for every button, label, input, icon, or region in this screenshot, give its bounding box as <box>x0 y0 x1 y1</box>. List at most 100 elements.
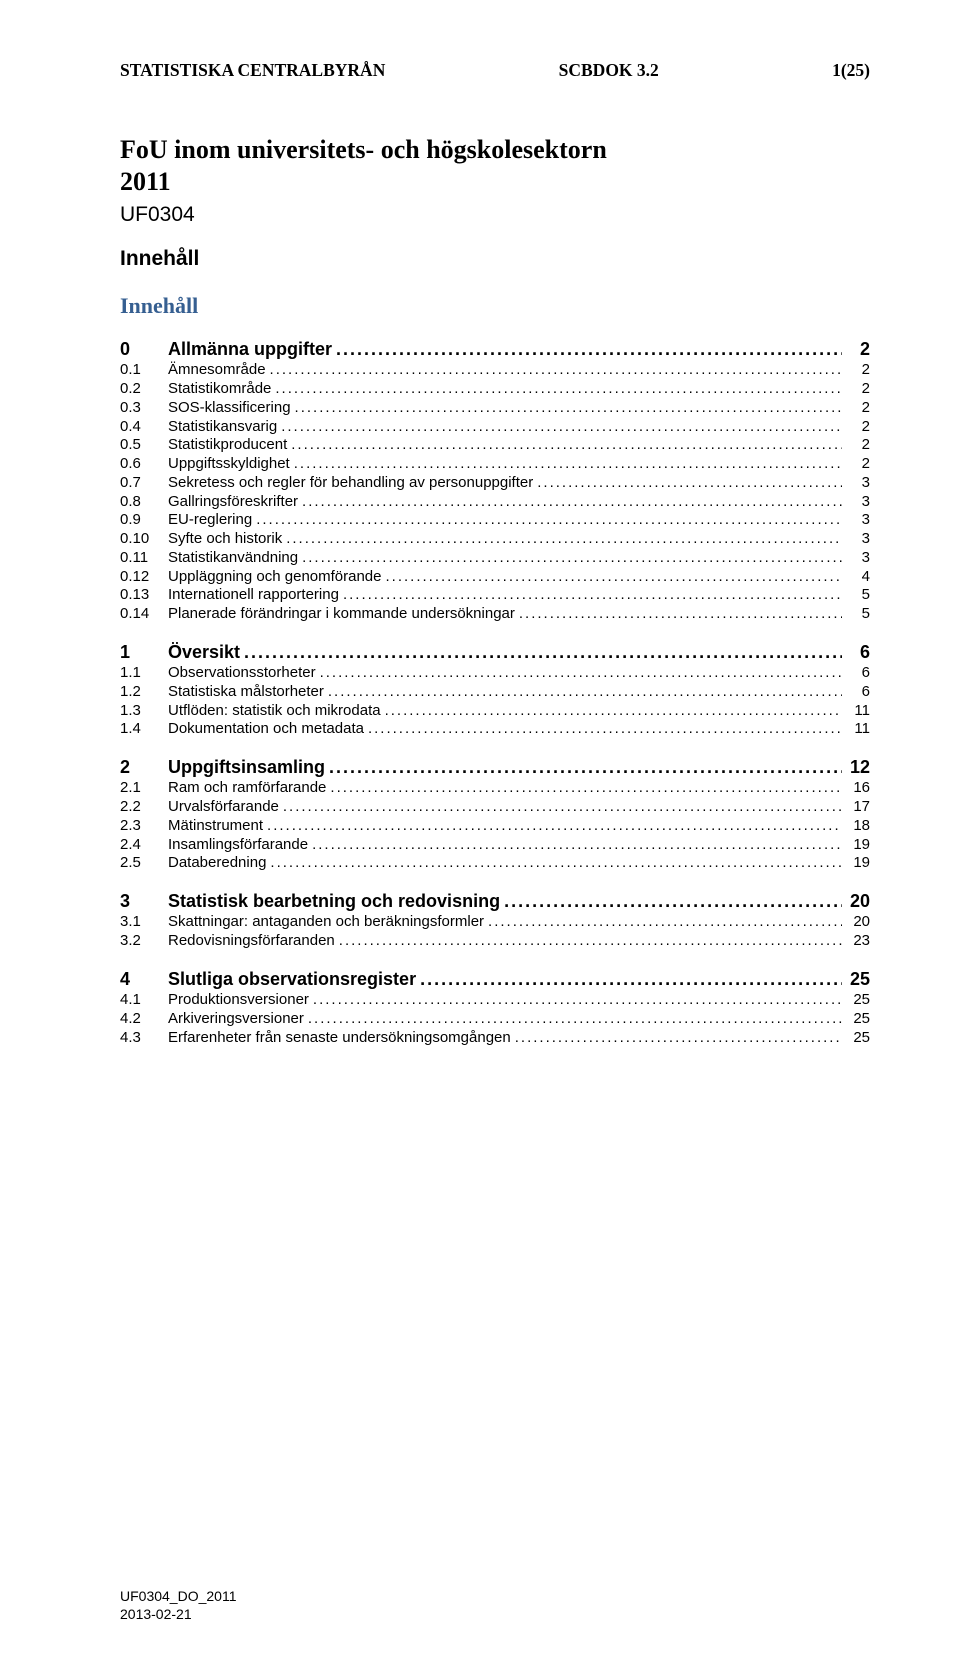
toc-entry-label: Utflöden: statistik och mikrodata <box>168 702 381 721</box>
toc-leader-dots: ........................................… <box>339 932 842 951</box>
toc-leader-dots: ........................................… <box>281 418 842 437</box>
toc-entry-page: 19 <box>846 836 870 855</box>
toc-entry-label: SOS-klassificering <box>168 399 291 418</box>
toc-leader-dots: ........................................… <box>328 683 842 702</box>
toc-leader-dots: ........................................… <box>488 913 842 932</box>
toc-entry-page: 16 <box>846 779 870 798</box>
toc-leader-dots: ........................................… <box>385 702 842 721</box>
toc-entry-number: 0.12 <box>120 568 168 587</box>
toc-entry-number: 2.3 <box>120 817 168 836</box>
toc-entry: 0.11Statistikanvändning.................… <box>120 549 870 568</box>
toc-entry-label: Statistisk bearbetning och redovisning <box>168 889 500 913</box>
toc-entry: 2.1Ram och ramförfarande................… <box>120 779 870 798</box>
toc-entry-label: Ämnesområde <box>168 361 266 380</box>
toc-entry-page: 20 <box>846 889 870 913</box>
toc-entry: 1.3Utflöden: statistik och mikrodata....… <box>120 702 870 721</box>
toc-entry: 2.5Databeredning........................… <box>120 854 870 873</box>
toc-entry: 0Allmänna uppgifter.....................… <box>120 337 870 361</box>
toc-leader-dots: ........................................… <box>275 380 842 399</box>
toc-entry: 0.9EU-reglering.........................… <box>120 511 870 530</box>
toc-entry: 2.3Mätinstrument........................… <box>120 817 870 836</box>
toc-entry: 0.7Sekretess och regler för behandling a… <box>120 474 870 493</box>
toc-entry-label: Redovisningsförfaranden <box>168 932 335 951</box>
toc-entry-page: 20 <box>846 913 870 932</box>
toc-entry-label: Dokumentation och metadata <box>168 720 364 739</box>
toc-leader-dots: ........................................… <box>313 991 842 1010</box>
toc-entry: 3.2Redovisningsförfaranden..............… <box>120 932 870 951</box>
toc-entry-page: 23 <box>846 932 870 951</box>
toc-entry-label: Översikt <box>168 640 240 664</box>
toc-entry: 4Slutliga observationsregister..........… <box>120 967 870 991</box>
toc-entry-number: 0.10 <box>120 530 168 549</box>
toc-entry: 4.3Erfarenheter från senaste undersöknin… <box>120 1029 870 1048</box>
toc-entry: 3Statistisk bearbetning och redovisning.… <box>120 889 870 913</box>
toc-entry-page: 2 <box>846 455 870 474</box>
toc-entry-page: 2 <box>846 436 870 455</box>
toc-entry-page: 19 <box>846 854 870 873</box>
toc-entry-number: 4.1 <box>120 991 168 1010</box>
toc-leader-dots: ........................................… <box>420 967 842 991</box>
toc-entry-number: 0.1 <box>120 361 168 380</box>
toc-entry-page: 3 <box>846 474 870 493</box>
section-label: Innehåll <box>120 247 870 271</box>
toc-entry-label: Statistiska målstorheter <box>168 683 324 702</box>
toc-entry-number: 0.5 <box>120 436 168 455</box>
toc-entry: 1Översikt...............................… <box>120 640 870 664</box>
toc-entry-number: 3.2 <box>120 932 168 951</box>
toc-leader-dots: ........................................… <box>291 436 842 455</box>
toc-entry-number: 2.4 <box>120 836 168 855</box>
footer-doc-id: UF0304_DO_2011 <box>120 1588 236 1606</box>
toc-entry-page: 2 <box>846 380 870 399</box>
toc-entry-label: Uppgiftsinsamling <box>168 755 325 779</box>
toc-entry-number: 4.2 <box>120 1010 168 1029</box>
toc-entry-number: 0 <box>120 337 168 361</box>
toc-leader-dots: ........................................… <box>294 455 842 474</box>
toc-entry-label: Databeredning <box>168 854 266 873</box>
toc-entry-page: 2 <box>846 418 870 437</box>
toc-entry-number: 1 <box>120 640 168 664</box>
header-center: SCBDOK 3.2 <box>559 60 659 81</box>
toc-entry: 0.13Internationell rapportering.........… <box>120 586 870 605</box>
toc-entry-number: 2.1 <box>120 779 168 798</box>
toc-entry: 2Uppgiftsinsamling......................… <box>120 755 870 779</box>
toc-entry-number: 0.13 <box>120 586 168 605</box>
toc-entry-label: Urvalsförfarande <box>168 798 279 817</box>
toc-entry-number: 1.2 <box>120 683 168 702</box>
toc-leader-dots: ........................................… <box>343 586 842 605</box>
toc-entry-number: 0.3 <box>120 399 168 418</box>
toc-leader-dots: ........................................… <box>537 474 842 493</box>
toc-leader-dots: ........................................… <box>329 755 842 779</box>
toc-entry-label: Erfarenheter från senaste undersökningso… <box>168 1029 511 1048</box>
toc-entry-page: 18 <box>846 817 870 836</box>
toc-entry-number: 3 <box>120 889 168 913</box>
toc-entry-page: 2 <box>846 399 870 418</box>
toc-entry-page: 5 <box>846 605 870 624</box>
page-footer: UF0304_DO_2011 2013-02-21 <box>120 1588 236 1623</box>
toc-entry-page: 3 <box>846 530 870 549</box>
toc-entry-number: 0.9 <box>120 511 168 530</box>
toc-leader-dots: ........................................… <box>515 1029 842 1048</box>
toc-entry: 0.10Syfte och historik..................… <box>120 530 870 549</box>
toc-entry-label: Ram och ramförfarande <box>168 779 326 798</box>
toc-leader-dots: ........................................… <box>308 1010 842 1029</box>
toc-heading: Innehåll <box>120 293 870 319</box>
toc-entry: 1.4Dokumentation och metadata...........… <box>120 720 870 739</box>
toc-entry: 3.1Skattningar: antaganden och beräkning… <box>120 913 870 932</box>
toc-entry-label: Arkiveringsversioner <box>168 1010 304 1029</box>
toc-entry-label: Uppgiftsskyldighet <box>168 455 290 474</box>
toc-entry-number: 1.4 <box>120 720 168 739</box>
toc-leader-dots: ........................................… <box>270 854 842 873</box>
document-title: FoU inom universitets- och högskolesekto… <box>120 135 870 165</box>
toc-entry-number: 1.3 <box>120 702 168 721</box>
toc-leader-dots: ........................................… <box>244 640 842 664</box>
toc-entry: 0.12Uppläggning och genomförande........… <box>120 568 870 587</box>
toc-leader-dots: ........................................… <box>270 361 842 380</box>
toc-leader-dots: ........................................… <box>295 399 842 418</box>
toc-entry-number: 4 <box>120 967 168 991</box>
toc-leader-dots: ........................................… <box>519 605 842 624</box>
toc-entry-label: Allmänna uppgifter <box>168 337 332 361</box>
toc-entry-page: 11 <box>846 720 870 739</box>
toc-entry-label: Uppläggning och genomförande <box>168 568 382 587</box>
footer-date: 2013-02-21 <box>120 1606 236 1624</box>
document-year: 2011 <box>120 167 870 197</box>
